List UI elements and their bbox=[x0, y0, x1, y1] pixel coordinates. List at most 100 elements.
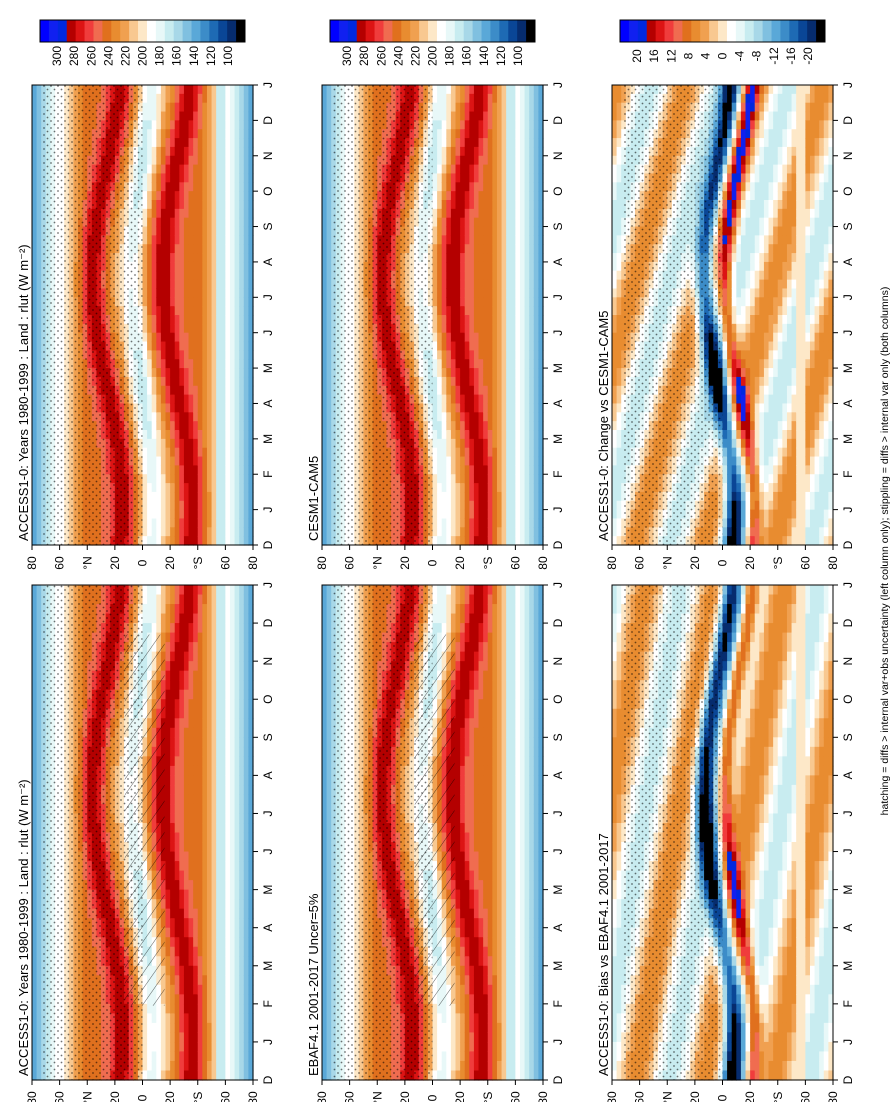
heatmap-cell bbox=[243, 746, 249, 757]
heatmap-cell bbox=[179, 182, 185, 192]
heatmap-cell bbox=[147, 306, 153, 316]
heatmap-cell bbox=[165, 946, 171, 957]
heatmap-cell bbox=[32, 880, 38, 891]
heatmap-cell bbox=[165, 261, 171, 272]
heatmap-cell bbox=[220, 842, 226, 853]
heatmap-cell bbox=[188, 889, 194, 900]
heatmap-cell bbox=[211, 332, 217, 343]
heatmap-cell bbox=[197, 217, 203, 228]
heatmap-cell bbox=[170, 297, 176, 307]
heatmap-cell bbox=[32, 146, 38, 157]
heatmap-cell bbox=[220, 430, 226, 440]
heatmap-cell bbox=[225, 200, 231, 210]
heatmap-cell bbox=[234, 994, 240, 1005]
heatmap-cell bbox=[170, 1003, 176, 1014]
heatmap-cell bbox=[239, 737, 245, 748]
heatmap-cell bbox=[188, 937, 194, 948]
heatmap-cell bbox=[36, 918, 42, 929]
heatmap-cell bbox=[36, 191, 42, 201]
heatmap-cell bbox=[225, 368, 231, 378]
heatmap-cell bbox=[248, 718, 254, 729]
heatmap-cell bbox=[183, 385, 190, 396]
heatmap-cell bbox=[206, 908, 213, 919]
heatmap-cell bbox=[165, 509, 171, 520]
heatmap-cell bbox=[156, 226, 162, 236]
heatmap-cell bbox=[234, 927, 240, 938]
heatmap-cell bbox=[202, 585, 208, 596]
heatmap-cell bbox=[142, 253, 148, 263]
heatmap-cell bbox=[151, 200, 157, 210]
heatmap-cell bbox=[211, 376, 217, 387]
heatmap-cell bbox=[156, 491, 162, 502]
heatmap-cell bbox=[234, 261, 240, 272]
heatmap-cell bbox=[202, 661, 208, 672]
heatmap-cell bbox=[174, 842, 180, 853]
heatmap-cell bbox=[36, 861, 42, 872]
heatmap-cell bbox=[243, 956, 249, 967]
heatmap-cell bbox=[216, 775, 222, 786]
heatmap-cell bbox=[165, 794, 171, 805]
heatmap-cell bbox=[183, 908, 190, 919]
heatmap-cell bbox=[32, 376, 38, 387]
heatmap-cell bbox=[36, 421, 42, 431]
heatmap-cell bbox=[216, 765, 222, 776]
heatmap-cell bbox=[183, 341, 190, 351]
heatmap-cell bbox=[220, 680, 226, 691]
heatmap-cell bbox=[202, 474, 208, 484]
heatmap-cell bbox=[174, 138, 180, 148]
heatmap-cell bbox=[225, 651, 231, 662]
heatmap-cell bbox=[220, 899, 226, 910]
heatmap-cell bbox=[165, 680, 171, 691]
heatmap-cell bbox=[193, 518, 199, 528]
heatmap-cell bbox=[225, 956, 231, 967]
heatmap-cell bbox=[32, 927, 38, 938]
heatmap-cell bbox=[179, 889, 185, 900]
heatmap-cell bbox=[206, 368, 213, 378]
heatmap-cell bbox=[174, 527, 180, 537]
heatmap-cell bbox=[225, 918, 231, 929]
heatmap-cell bbox=[225, 708, 231, 719]
heatmap-cell bbox=[179, 474, 185, 484]
heatmap-cell bbox=[188, 604, 194, 615]
heatmap-cell bbox=[36, 765, 42, 776]
heatmap-cell bbox=[174, 155, 180, 166]
heatmap-cell bbox=[36, 975, 42, 986]
heatmap-cell bbox=[165, 306, 171, 316]
heatmap-cell bbox=[229, 376, 236, 387]
heatmap-cell bbox=[170, 438, 176, 449]
heatmap-cell bbox=[206, 1041, 213, 1053]
month-tick-label: S bbox=[261, 733, 275, 741]
heatmap-cell bbox=[202, 708, 208, 719]
heatmap-cell bbox=[229, 965, 236, 976]
heatmap-cell bbox=[32, 200, 38, 210]
heatmap-cell bbox=[174, 182, 180, 192]
heatmap-cell bbox=[36, 889, 42, 900]
heatmap-cell bbox=[206, 297, 213, 307]
heatmap-cell bbox=[211, 270, 217, 281]
heatmap-cell bbox=[225, 261, 231, 272]
heatmap-cell bbox=[239, 813, 245, 824]
heatmap-cell bbox=[160, 173, 167, 183]
heatmap-cell bbox=[165, 111, 171, 121]
heatmap-cell bbox=[165, 651, 171, 662]
heatmap-cell bbox=[183, 288, 190, 298]
heatmap-cell bbox=[193, 746, 199, 757]
heatmap-cell bbox=[202, 191, 208, 201]
heatmap-cell bbox=[165, 746, 171, 757]
heatmap-cell bbox=[229, 632, 236, 643]
heatmap-cell bbox=[160, 518, 167, 528]
heatmap-cell bbox=[211, 315, 217, 325]
heatmap-cell bbox=[165, 661, 171, 672]
heatmap-cell bbox=[156, 359, 162, 369]
heatmap-cell bbox=[202, 491, 208, 502]
heatmap-cell bbox=[248, 794, 254, 805]
heatmap-cell bbox=[229, 483, 236, 493]
heatmap-cell bbox=[183, 438, 190, 449]
heatmap-cell bbox=[229, 155, 236, 166]
heatmap-cell bbox=[193, 689, 199, 700]
heatmap-cell bbox=[239, 765, 245, 776]
heatmap-cell bbox=[216, 1032, 222, 1043]
heatmap-cell bbox=[216, 279, 222, 290]
heatmap-cell bbox=[211, 518, 217, 528]
heatmap-cell bbox=[174, 323, 180, 334]
